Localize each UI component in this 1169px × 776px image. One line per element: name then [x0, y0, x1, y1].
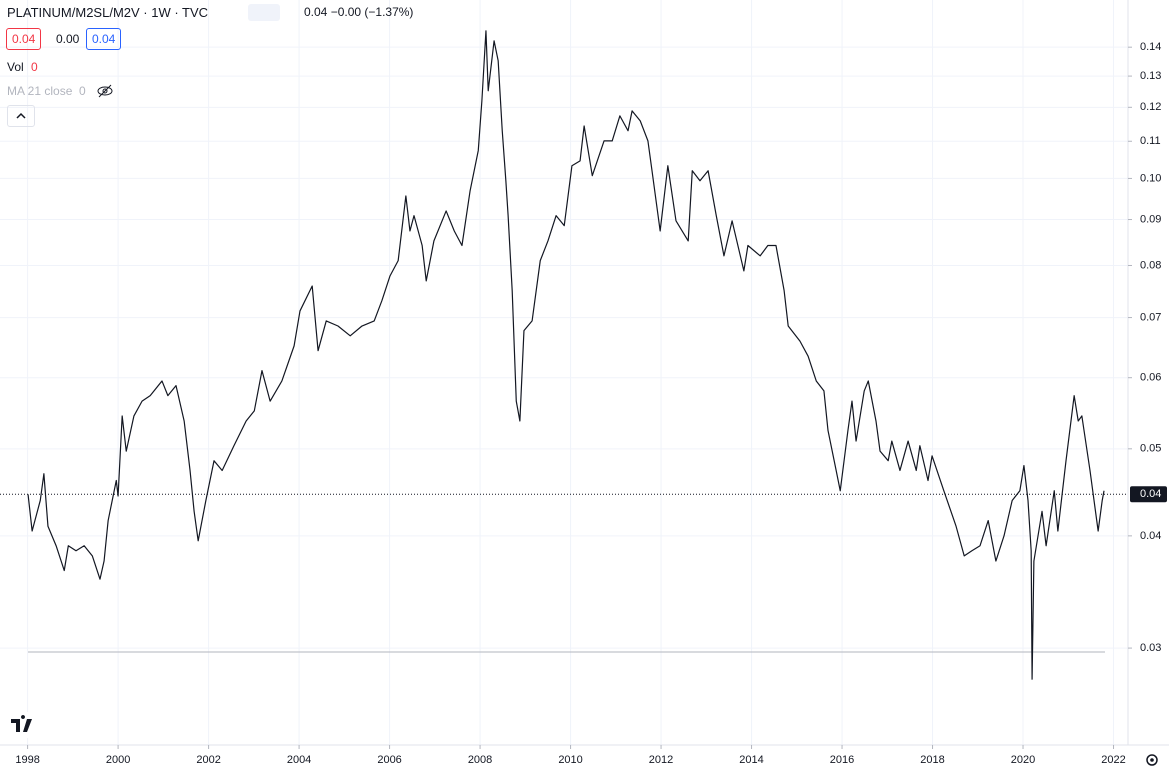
- indicator-toggle[interactable]: [248, 4, 280, 21]
- y-tick-label: 0.09: [1140, 213, 1161, 225]
- symbol-title: PLATINUM/M2SL/M2V · 1W · TVC: [7, 5, 209, 20]
- x-tick-label: 2000: [106, 754, 130, 766]
- y-tick-label: 0.03: [1140, 642, 1161, 654]
- x-tick-label: 2018: [920, 754, 944, 766]
- x-tick-label: 2016: [830, 754, 854, 766]
- close-box: 0.04: [86, 28, 122, 50]
- ma-label: MA 21 close: [7, 84, 73, 98]
- x-tick-label: 2012: [649, 754, 673, 766]
- collapse-button[interactable]: [7, 105, 35, 127]
- y-tick-label: 0.11: [1140, 135, 1161, 147]
- y-tick-label: 0.14: [1140, 41, 1161, 53]
- y-tick-label: 0.07: [1140, 311, 1161, 323]
- vol-value: 0: [31, 60, 38, 74]
- tv-logo: [6, 712, 36, 738]
- visibility-icon[interactable]: [96, 84, 114, 98]
- y-tick-label: 0.10: [1140, 172, 1161, 184]
- x-tick-label: 2008: [468, 754, 492, 766]
- x-tick-label: 2020: [1011, 754, 1035, 766]
- x-tick-label: 2002: [196, 754, 220, 766]
- x-tick-label: 2022: [1101, 754, 1125, 766]
- x-tick-label: 1998: [15, 754, 39, 766]
- vol-label: Vol: [7, 60, 24, 74]
- y-tick-label: 0.05: [1140, 443, 1161, 455]
- x-tick-label: 2006: [377, 754, 401, 766]
- y-tick-label: 0.08: [1140, 259, 1161, 271]
- x-tick-label: 2014: [739, 754, 763, 766]
- last-price-label: 0.04: [1140, 488, 1161, 500]
- y-tick-label: 0.04: [1140, 530, 1161, 542]
- x-tick-label: 2004: [287, 754, 311, 766]
- y-tick-label: 0.13: [1140, 70, 1161, 82]
- settings-gear[interactable]: [1146, 754, 1158, 766]
- y-tick-label: 0.06: [1140, 372, 1161, 384]
- x-tick-label: 2010: [558, 754, 582, 766]
- change-box: 0.00: [56, 32, 80, 46]
- ma-value: 0: [79, 84, 86, 98]
- price-line: [27, 30, 1105, 680]
- open-box: 0.04: [6, 28, 42, 50]
- grid: [0, 0, 1128, 745]
- last-price-tag: [1130, 486, 1167, 503]
- quote: 0.04 −0.00 (−1.37%): [304, 5, 414, 19]
- y-tick-label: 0.12: [1140, 101, 1161, 113]
